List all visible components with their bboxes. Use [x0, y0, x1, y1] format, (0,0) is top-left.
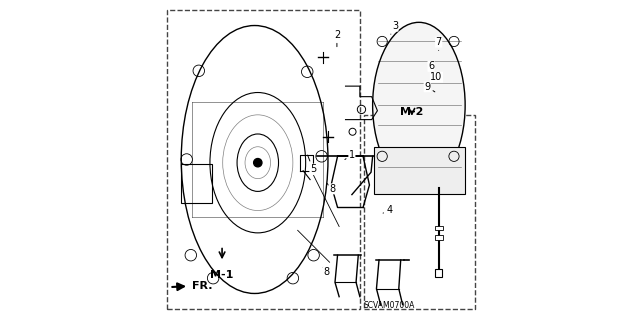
Text: 8: 8 — [327, 183, 335, 194]
Bar — [435, 269, 442, 277]
Bar — [167, 10, 360, 309]
Text: M-2: M-2 — [400, 107, 424, 117]
Text: 8: 8 — [323, 267, 330, 277]
Bar — [435, 235, 443, 240]
Ellipse shape — [372, 22, 465, 188]
Text: 2: 2 — [334, 30, 340, 47]
Circle shape — [253, 159, 262, 167]
Text: 5: 5 — [308, 155, 316, 174]
Text: 7: 7 — [436, 37, 442, 50]
Text: FR.: FR. — [172, 280, 212, 291]
Text: 6: 6 — [428, 61, 437, 76]
Text: SCVAM0700A: SCVAM0700A — [364, 301, 415, 310]
Bar — [181, 164, 212, 203]
Text: 3: 3 — [391, 21, 398, 34]
Text: 9: 9 — [424, 82, 435, 92]
Text: 10: 10 — [430, 72, 443, 82]
Bar — [374, 147, 465, 194]
Bar — [435, 226, 443, 230]
Text: 4: 4 — [383, 205, 392, 215]
Text: 1: 1 — [345, 150, 355, 160]
Bar — [364, 115, 475, 309]
Text: M-1: M-1 — [211, 270, 234, 279]
